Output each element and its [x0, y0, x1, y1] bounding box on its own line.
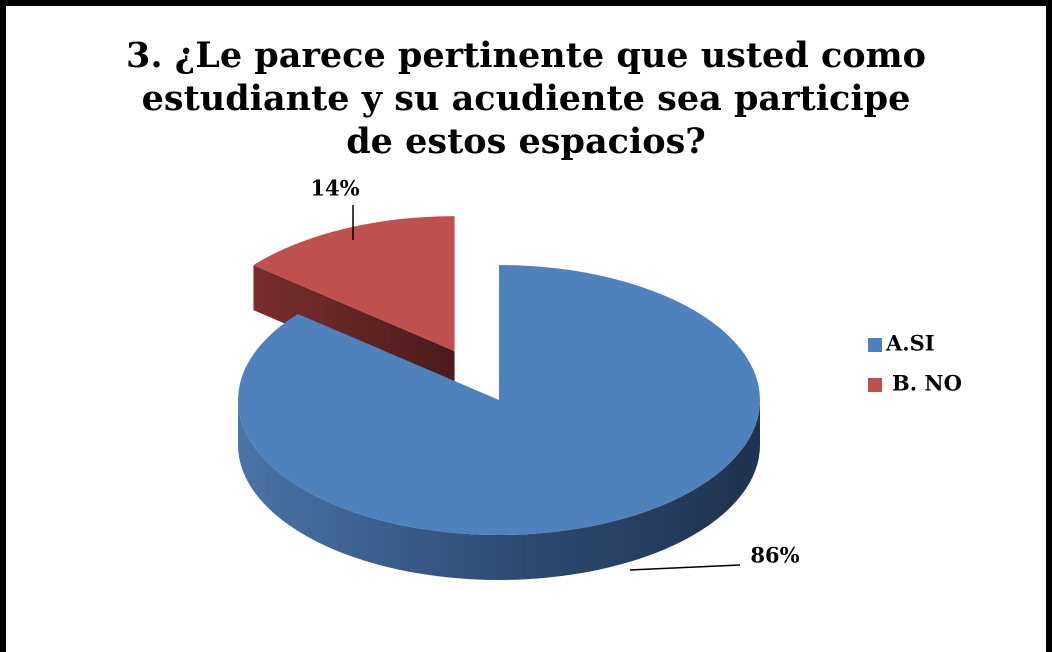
data-label: 86%: [750, 543, 799, 568]
data-label: 14%: [310, 176, 359, 201]
chart-title: 3. ¿Le parece pertinente que usted como …: [126, 35, 926, 162]
legend-swatch: [868, 338, 882, 352]
legend-label: B. NO: [892, 371, 962, 396]
legend-swatch: [868, 378, 882, 392]
legend-label: A.SI: [885, 331, 935, 356]
leader-line: [629, 564, 741, 571]
slice: [253, 216, 455, 352]
slice: [238, 265, 761, 535]
slice-side: [238, 400, 760, 580]
